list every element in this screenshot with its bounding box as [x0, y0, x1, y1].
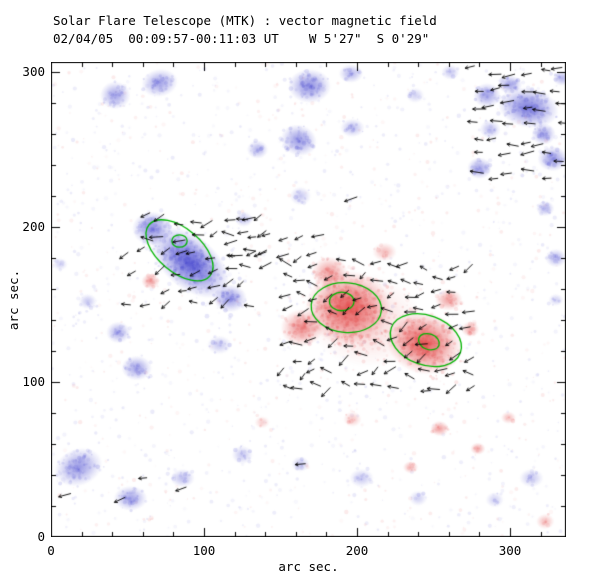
x-tick-label: 300	[498, 543, 522, 558]
y-tick-label: 300	[22, 64, 45, 80]
y-tick-label: 0	[37, 529, 45, 544]
y-tick-label: 200	[22, 219, 45, 235]
plot-subtitle: 02/04/05 00:09:57-00:11:03 UT W 5'27" S …	[53, 31, 430, 46]
magnetogram-canvas	[51, 62, 566, 537]
x-tick-label: 0	[47, 543, 55, 558]
plot-title: Solar Flare Telescope (MTK) : vector mag…	[53, 13, 437, 28]
x-tick-label: 100	[192, 543, 216, 558]
x-tick-label: 200	[345, 543, 369, 558]
x-axis-label: arc sec.	[278, 559, 339, 574]
y-axis-label: arc sec.	[6, 269, 21, 331]
y-tick-label: 100	[22, 374, 45, 390]
